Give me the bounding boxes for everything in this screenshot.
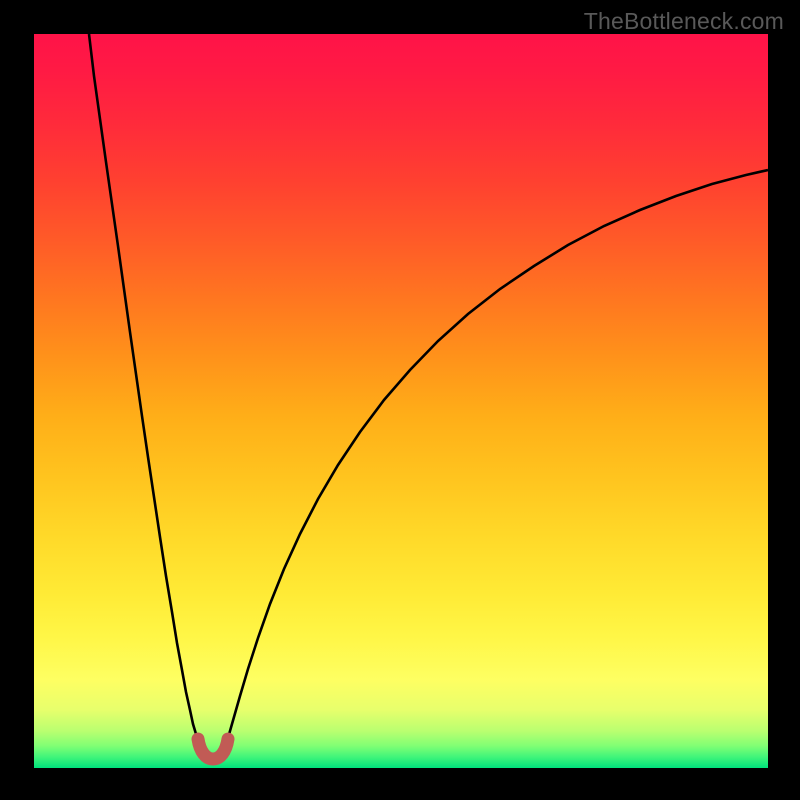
chart-stage: TheBottleneck.com xyxy=(0,0,800,800)
plot-area xyxy=(34,34,768,768)
gradient-background xyxy=(34,34,768,768)
plot-svg xyxy=(34,34,768,768)
watermark-text: TheBottleneck.com xyxy=(584,8,784,35)
